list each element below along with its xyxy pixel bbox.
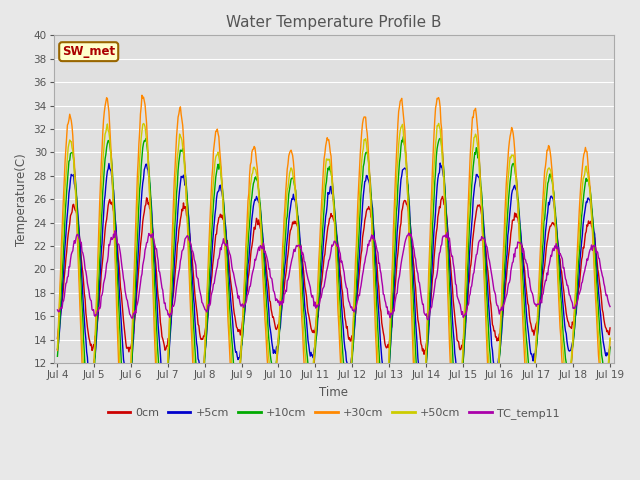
+50cm (177, 133, 184, 139)
TC_temp11 (54, 307, 61, 313)
+5cm (54, 347, 61, 352)
+30cm (54, 348, 61, 353)
Line: +5cm: +5cm (58, 163, 610, 386)
+10cm (177, 148, 185, 154)
Line: 0cm: 0cm (58, 196, 610, 354)
0cm (177, 216, 184, 222)
+5cm (177, 180, 184, 186)
+10cm (63, 179, 71, 185)
+50cm (120, 422, 128, 428)
Text: SW_met: SW_met (62, 45, 115, 58)
TC_temp11 (402, 237, 410, 243)
Legend: 0cm, +5cm, +10cm, +30cm, +50cm, TC_temp11: 0cm, +5cm, +10cm, +30cm, +50cm, TC_temp1… (103, 403, 564, 423)
+5cm (120, 361, 128, 367)
0cm (417, 341, 425, 347)
+5cm (63, 211, 71, 216)
+5cm (606, 344, 614, 350)
0cm (438, 193, 446, 199)
+50cm (401, 143, 409, 148)
0cm (206, 297, 214, 302)
0cm (63, 239, 71, 244)
+10cm (120, 399, 128, 405)
+5cm (436, 160, 444, 166)
+10cm (399, 134, 407, 140)
0cm (606, 325, 614, 331)
0cm (54, 336, 61, 341)
0cm (401, 197, 409, 203)
+10cm (124, 410, 131, 416)
0cm (120, 325, 128, 331)
+30cm (120, 451, 128, 457)
+30cm (403, 156, 410, 162)
TC_temp11 (121, 288, 129, 294)
TC_temp11 (207, 301, 214, 307)
+50cm (418, 417, 426, 423)
+30cm (207, 191, 215, 197)
Line: +30cm: +30cm (58, 95, 610, 457)
+10cm (207, 255, 214, 261)
+5cm (419, 384, 427, 389)
+50cm (206, 243, 214, 249)
+50cm (63, 154, 71, 159)
+30cm (63, 122, 71, 128)
+50cm (606, 335, 614, 341)
+30cm (178, 117, 186, 123)
+30cm (138, 92, 146, 98)
+10cm (606, 345, 614, 350)
+5cm (206, 288, 214, 294)
+50cm (54, 346, 61, 351)
Y-axis label: Temperature(C): Temperature(C) (15, 153, 28, 246)
+10cm (419, 406, 426, 412)
+50cm (417, 425, 424, 431)
+5cm (417, 381, 425, 386)
+10cm (54, 353, 61, 359)
+5cm (401, 165, 409, 171)
X-axis label: Time: Time (319, 385, 348, 398)
Line: +50cm: +50cm (58, 123, 610, 428)
+30cm (606, 336, 614, 342)
TC_temp11 (418, 297, 426, 303)
TC_temp11 (111, 228, 119, 234)
+30cm (121, 455, 129, 460)
TC_temp11 (424, 317, 432, 323)
+10cm (403, 159, 410, 165)
+30cm (419, 431, 426, 436)
Line: +10cm: +10cm (58, 137, 610, 413)
+50cm (435, 120, 442, 126)
TC_temp11 (63, 274, 71, 280)
TC_temp11 (606, 304, 614, 310)
Title: Water Temperature Profile B: Water Temperature Profile B (226, 15, 442, 30)
TC_temp11 (177, 255, 185, 261)
0cm (420, 351, 428, 357)
Line: TC_temp11: TC_temp11 (58, 231, 610, 320)
